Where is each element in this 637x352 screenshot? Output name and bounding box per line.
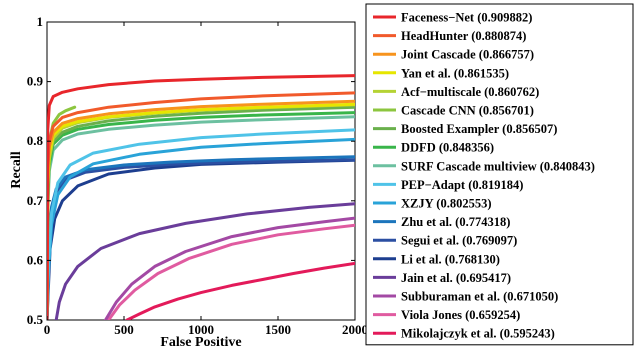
- legend-entry: Acf−multiscale (0.860762): [401, 85, 539, 99]
- series-line-0: [47, 74, 355, 320]
- legend-entry: Cascade CNN (0.856701): [401, 104, 534, 118]
- series-line-9: [47, 128, 355, 320]
- series-line-17: [125, 261, 355, 320]
- legend-box: [365, 3, 634, 346]
- legend-entry: SURF Cascade multiview (0.840843): [401, 159, 595, 173]
- x-tick-label: 500: [114, 322, 134, 337]
- legend-entry: Segui et al. (0.769097): [401, 234, 517, 248]
- legend-entry: XZJY (0.802553): [401, 197, 492, 211]
- y-tick-label: 0.5: [27, 312, 44, 327]
- y-tick-label: 1: [37, 14, 44, 29]
- y-tick-label: 0.8: [27, 133, 44, 148]
- y-tick-label: 0.6: [27, 252, 44, 267]
- x-axis-label: False Positive: [160, 335, 241, 350]
- series-line-15: [104, 216, 355, 320]
- legend-entry: Viola Jones (0.659254): [401, 308, 520, 322]
- legend-entry: Faceness−Net (0.909882): [401, 11, 532, 25]
- legend-entry: PEP−Adapt (0.819184): [401, 178, 523, 192]
- legend: Faceness−Net (0.909882) HeadHunter (0.880…: [365, 3, 634, 346]
- y-tick-label: 0.9: [27, 74, 44, 89]
- x-tick-label: 2000: [342, 322, 368, 337]
- legend-entry: Yan et al. (0.861535): [401, 66, 509, 80]
- legend-entry: Boosted Exampler (0.856507): [401, 122, 557, 136]
- x-tick-label: 1000: [188, 322, 214, 337]
- legend-entry: Subburaman et al. (0.671050): [401, 290, 558, 304]
- legend-entry: Joint Cascade (0.866757): [401, 48, 534, 62]
- legend-entry: Jain et al. (0.695417): [401, 271, 511, 285]
- series-line-14: [54, 202, 355, 320]
- legend-entry: Mikolajczyk et al. (0.595243): [401, 327, 555, 341]
- series-line-16: [107, 223, 355, 320]
- x-tick-label: 0: [44, 322, 51, 337]
- y-axis-label: Recall: [9, 151, 24, 188]
- x-tick-label: 1500: [265, 322, 291, 337]
- legend-entry: Li et al. (0.768130): [401, 252, 500, 266]
- y-tick-label: 0.7: [27, 193, 44, 208]
- tick-labels: 0 500 1000 1500 2000 0.5 0.6 0.7 0.8 0.9 1: [27, 14, 368, 337]
- legend-entry: HeadHunter (0.880874): [401, 29, 526, 43]
- legend-entry: Zhu et al. (0.774318): [401, 215, 510, 229]
- legend-entry: DDFD (0.848356): [401, 141, 494, 155]
- series-lines: [47, 74, 355, 320]
